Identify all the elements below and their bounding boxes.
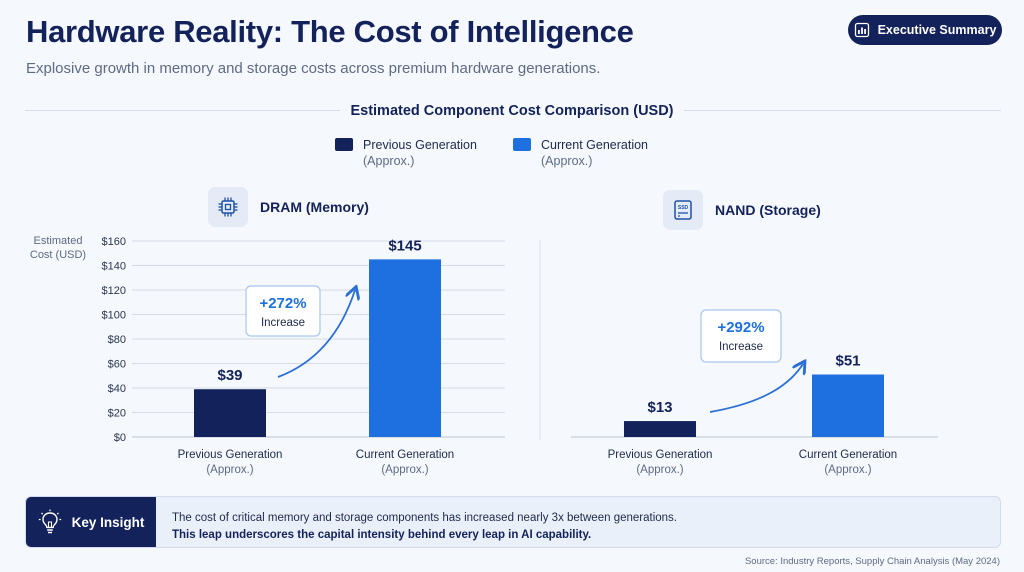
key-insight-title: Key Insight (71, 514, 145, 530)
dram-increase-callout (245, 285, 321, 337)
nand-x-sublabel-previous: (Approx.) (636, 464, 683, 476)
y-tick-label-60: $60 (108, 359, 126, 371)
bar-chart-icon (854, 22, 869, 38)
page-title: Hardware Reality: The Cost of Intelligen… (26, 14, 634, 49)
y-tick-label-80: $80 (108, 334, 126, 346)
source-note: Source: Industry Reports, Supply Chain A… (744, 556, 1000, 567)
y-tick-label-140: $140 (102, 261, 126, 273)
nand-increase-arrow (709, 364, 803, 413)
dram-x-label-previous: Previous Generation (178, 449, 283, 461)
legend-sub-previous: (Approx.) (363, 154, 415, 168)
divider-right (683, 110, 1001, 111)
dram-increase-value: +272% (259, 295, 306, 312)
legend-swatch-previous (335, 138, 353, 151)
chart-heading-text: Estimated Component Cost Comparison (USD… (340, 103, 684, 119)
nand-bar-previous (624, 421, 696, 437)
legend-item-previous: Previous Generation (Approx.) (335, 137, 477, 169)
nand-bar-current (812, 374, 884, 437)
y-axis-label-line1: Estimated (33, 235, 83, 247)
y-axis-label: Estimated Cost (USD) (18, 234, 98, 262)
ssd-icon: SSD (663, 190, 703, 230)
executive-summary-button[interactable]: Executive Summary (848, 15, 1002, 45)
y-tick-label-120: $120 (102, 285, 126, 297)
dram-x-sublabel-previous: (Approx.) (206, 464, 253, 476)
nand-increase-value: +292% (717, 319, 764, 336)
panel-title-nand: NAND (Storage) (715, 202, 821, 218)
y-tick-label-100: $100 (102, 310, 126, 322)
nand-increase-callout (700, 309, 782, 363)
divider-left (25, 110, 341, 111)
nand-increase-label: Increase (719, 341, 763, 353)
y-tick-label-160: $160 (102, 236, 126, 248)
nand-x-sublabel-current: (Approx.) (824, 464, 871, 476)
y-axis-label-line2: Cost (USD) (29, 249, 87, 261)
chip-icon (208, 187, 248, 227)
nand-data-label-current: $51 (835, 353, 860, 370)
legend-label-previous: Previous Generation (363, 138, 477, 152)
key-insight-box: Key Insight The cost of critical memory … (25, 496, 1001, 548)
dram-bar-previous (194, 389, 266, 437)
dram-increase-arrow (277, 290, 355, 378)
panel-header-dram: DRAM (Memory) (208, 187, 369, 227)
legend-label-current: Current Generation (541, 138, 649, 152)
y-tick-label-40: $40 (108, 383, 126, 395)
legend-item-current: Current Generation (Approx.) (513, 137, 648, 169)
panel-header-nand: SSD NAND (Storage) (663, 190, 821, 230)
lightbulb-icon (38, 509, 61, 534)
dram-data-label-current: $145 (388, 237, 421, 254)
page-subtitle: Explosive growth in memory and storage c… (26, 60, 601, 77)
panel-title-dram: DRAM (Memory) (260, 199, 369, 215)
nand-x-label-previous: Previous Generation (608, 449, 713, 461)
key-insight-label: Key Insight (26, 497, 156, 547)
cost-chart: $0 $20 $40 $60 $80 $100 $120 $140 $160 $39 Previou… (102, 236, 938, 476)
y-tick-label-20: $20 (108, 408, 126, 420)
dram-data-label-previous: $39 (217, 367, 242, 384)
dram-x-label-current: Current Generation (356, 449, 454, 461)
legend-sub-current: (Approx.) (541, 154, 593, 168)
nand-data-label-previous: $13 (647, 399, 672, 416)
ssd-icon-text: SSD (678, 205, 689, 211)
legend-swatch-current (513, 138, 531, 151)
insight-line-2: This leap underscores the capital intens… (172, 529, 592, 541)
dram-x-sublabel-current: (Approx.) (381, 464, 428, 476)
dram-increase-label: Increase (261, 317, 305, 329)
nand-x-label-current: Current Generation (799, 449, 897, 461)
y-tick-label-0: $0 (114, 432, 126, 444)
executive-summary-label: Executive Summary (877, 23, 997, 37)
insight-line-1: The cost of critical memory and storage … (172, 512, 677, 524)
chart-heading: Estimated Component Cost Comparison (USD… (0, 103, 1024, 119)
dram-bar-current (369, 259, 441, 437)
